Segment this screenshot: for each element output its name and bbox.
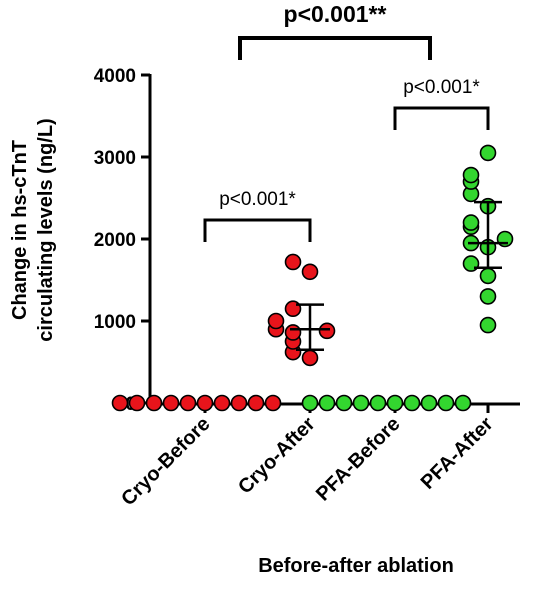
data-point xyxy=(111,394,129,412)
data-point xyxy=(284,324,302,341)
data-point xyxy=(437,394,455,412)
data-point xyxy=(301,263,319,281)
annotations: p<0.001* p<0.001* p<0.001** xyxy=(203,1,490,242)
data-point xyxy=(267,312,285,330)
significance-label: p<0.001** xyxy=(284,1,387,27)
data-point xyxy=(352,394,370,412)
x-tick-label: Cryo-Before xyxy=(117,413,214,510)
data-point xyxy=(230,394,248,412)
y-tick-label: 4000 xyxy=(94,66,136,87)
data-point xyxy=(213,394,231,412)
data-point xyxy=(454,394,472,412)
data-point xyxy=(162,394,180,412)
data-point xyxy=(369,394,387,412)
data-point xyxy=(284,253,302,271)
data-point xyxy=(318,394,336,412)
x-tick-label: PFA-Before xyxy=(312,413,405,506)
y-tick-label: 3000 xyxy=(94,148,136,169)
data-point xyxy=(462,166,480,184)
data-point xyxy=(247,394,265,412)
significance-bracket xyxy=(238,36,432,60)
data-point xyxy=(301,394,319,412)
significance-bracket xyxy=(203,218,312,242)
x-tick-label: PFA-After xyxy=(417,413,498,494)
data-point xyxy=(479,144,497,162)
significance-bracket xyxy=(393,106,490,130)
data-point xyxy=(264,394,282,412)
data-point xyxy=(301,349,319,367)
data-point xyxy=(462,214,480,231)
significance-label: p<0.001* xyxy=(403,77,480,98)
data-point xyxy=(479,288,497,305)
data-point xyxy=(145,394,163,412)
data-point xyxy=(128,394,146,412)
y-axis-title-line-2: circulating levels (ng/L) xyxy=(35,118,57,341)
data-point xyxy=(479,316,497,334)
data-point xyxy=(335,394,353,412)
data-point xyxy=(318,322,336,340)
data-point xyxy=(403,394,421,412)
x-axis-title: Before-after ablation xyxy=(258,555,454,577)
y-tick-label: 2000 xyxy=(94,230,136,251)
data-point xyxy=(420,394,438,412)
data-point xyxy=(196,394,214,412)
data-points xyxy=(111,144,514,412)
data-point xyxy=(479,267,497,285)
data-point xyxy=(386,394,404,412)
data-point xyxy=(179,394,197,412)
significance-label: p<0.001* xyxy=(219,189,296,210)
x-tick-label: Cryo-After xyxy=(234,413,320,499)
y-tick-label: 1000 xyxy=(94,312,136,333)
y-axis-title-line-1: Change in hs-cTnT xyxy=(9,140,31,320)
axes: 01000200030004000Cryo-BeforeCryo-AfterPF… xyxy=(94,66,520,510)
